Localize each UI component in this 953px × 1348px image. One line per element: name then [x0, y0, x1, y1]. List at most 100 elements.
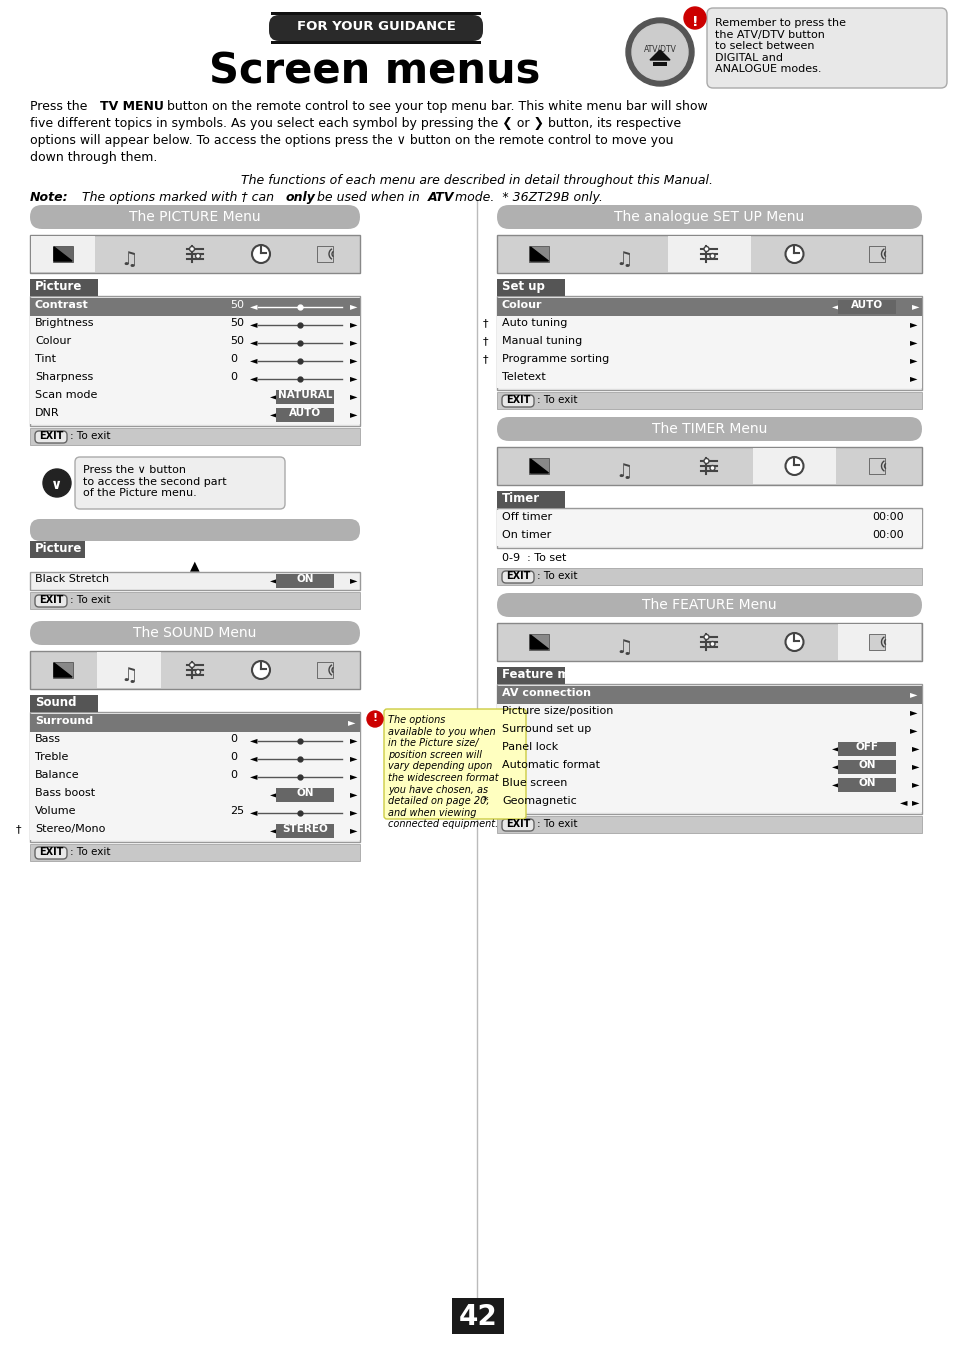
Bar [30, 844, 359, 861]
Bar [30, 388, 359, 406]
Bar [30, 749, 359, 768]
Bar [529, 634, 549, 650]
Bar [497, 235, 921, 274]
Bar [30, 696, 98, 712]
Text: Black Stretch: Black Stretch [35, 574, 109, 584]
Text: mode.  * 36ZT29B only.: mode. * 36ZT29B only. [451, 191, 602, 204]
Bar [497, 623, 921, 661]
Text: Blue screen: Blue screen [501, 778, 567, 789]
Text: Press the: Press the [30, 100, 91, 113]
Bar [30, 315, 359, 334]
Bar [30, 369, 359, 388]
Text: ►: ► [350, 754, 357, 763]
Text: ►: ► [350, 771, 357, 780]
Bar [30, 352, 359, 369]
Text: DNR: DNR [35, 408, 59, 418]
Bar [30, 406, 359, 425]
Text: Sharpness: Sharpness [35, 372, 93, 381]
Bar [97, 652, 161, 687]
Text: ◄: ◄ [250, 771, 257, 780]
Bar [497, 704, 921, 723]
Text: 0: 0 [230, 735, 236, 744]
Text: The functions of each menu are described in detail throughout this Manual.: The functions of each menu are described… [241, 174, 712, 187]
Bar [275, 824, 334, 838]
Circle shape [190, 247, 194, 252]
Text: ►: ► [350, 576, 357, 585]
Bar [316, 662, 333, 678]
Text: 0: 0 [230, 355, 236, 364]
Circle shape [631, 24, 687, 80]
Circle shape [683, 7, 705, 30]
Text: options will appear below. To access the options press the ∨ button on the remot: options will appear below. To access the… [30, 133, 673, 147]
Bar [497, 816, 921, 833]
Bar [30, 714, 359, 732]
Text: ◄: ◄ [899, 797, 906, 807]
Bar [529, 245, 549, 262]
Bar [53, 245, 73, 262]
Text: ◄: ◄ [250, 319, 257, 329]
Bar [452, 1298, 503, 1335]
Text: †: † [482, 336, 488, 346]
Bar [30, 297, 359, 426]
Text: button on the remote control to see your top menu bar. This white menu bar will : button on the remote control to see your… [163, 100, 707, 113]
FancyBboxPatch shape [30, 519, 359, 541]
Bar [271, 40, 480, 44]
Text: Set up: Set up [501, 280, 544, 293]
Bar [497, 683, 921, 814]
Text: ◄: ◄ [831, 743, 839, 754]
Circle shape [195, 253, 200, 259]
Text: The PICTURE Menu: The PICTURE Menu [129, 210, 260, 224]
Text: ►: ► [350, 301, 357, 311]
Text: 00:00: 00:00 [871, 512, 902, 522]
Text: ◄: ◄ [250, 355, 257, 365]
Text: TV MENU: TV MENU [100, 100, 164, 113]
Text: Stereo/Mono: Stereo/Mono [35, 824, 105, 834]
Text: ►: ► [350, 807, 357, 817]
Text: *: * [482, 797, 488, 806]
Bar [497, 315, 921, 334]
Text: down through them.: down through them. [30, 151, 157, 164]
Bar [529, 458, 549, 474]
Text: Brightness: Brightness [35, 318, 94, 328]
Text: EXIT: EXIT [39, 431, 63, 441]
Bar [30, 732, 359, 749]
Bar [667, 236, 750, 272]
Text: ►: ► [909, 319, 917, 329]
Text: ▲: ▲ [190, 559, 199, 572]
Text: ►: ► [909, 725, 917, 735]
Text: : To exit: : To exit [70, 847, 111, 857]
Bar [30, 712, 359, 842]
Text: Timer: Timer [501, 492, 539, 506]
Bar [275, 789, 334, 802]
Bar [497, 667, 564, 683]
Text: : To exit: : To exit [70, 431, 111, 441]
Bar [30, 541, 85, 558]
Text: †: † [16, 824, 22, 834]
Text: ♫: ♫ [615, 462, 633, 481]
Text: Programme sorting: Programme sorting [501, 355, 609, 364]
Bar [271, 12, 480, 15]
Text: EXIT: EXIT [505, 820, 530, 829]
Text: Treble: Treble [35, 752, 69, 762]
Text: The FEATURE Menu: The FEATURE Menu [641, 599, 776, 612]
Text: Screen menus: Screen menus [209, 50, 540, 92]
Text: The TIMER Menu: The TIMER Menu [651, 422, 766, 435]
Bar [497, 334, 921, 352]
Bar [497, 298, 921, 315]
Circle shape [784, 245, 802, 263]
Bar [837, 301, 895, 314]
Text: !: ! [372, 713, 377, 723]
Bar [497, 510, 921, 528]
Polygon shape [530, 635, 548, 648]
Text: ◄: ◄ [270, 825, 277, 834]
Text: ∨: ∨ [51, 479, 63, 492]
Text: ◄: ◄ [831, 762, 839, 771]
Text: ◄: ◄ [250, 807, 257, 817]
Text: ◄: ◄ [831, 779, 839, 789]
Text: 0: 0 [230, 770, 236, 780]
Circle shape [703, 458, 708, 464]
Text: ►: ► [911, 779, 919, 789]
Text: Remember to press the
the ATV/DTV button
to select between
DIGITAL and
ANALOGUE : Remember to press the the ATV/DTV button… [714, 18, 845, 74]
Circle shape [625, 18, 693, 86]
Text: ►: ► [909, 706, 917, 717]
